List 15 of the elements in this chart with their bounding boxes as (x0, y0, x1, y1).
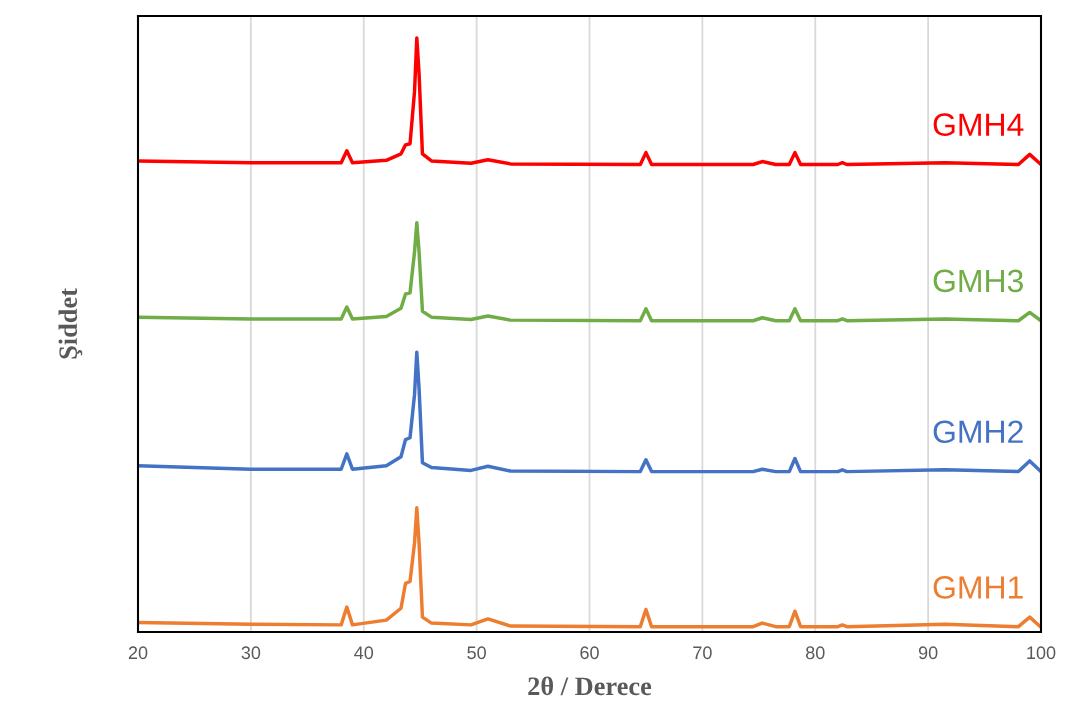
x-tick-label: 80 (805, 646, 825, 660)
series-label: GMH1 (933, 576, 1023, 599)
series-label: GMH2 (933, 420, 1023, 444)
x-axis-title: 2θ / Derece (528, 676, 652, 696)
x-tick-label: 90 (918, 646, 938, 660)
x-tick-label: 70 (693, 646, 712, 660)
series-label: GMH3 (933, 269, 1023, 293)
x-tick-label: 30 (241, 646, 261, 660)
y-axis-title: Şiddet (58, 288, 83, 359)
x-tick-label: 50 (467, 646, 486, 660)
x-tick-label: 20 (128, 646, 148, 660)
series-label: GMH4 (933, 113, 1024, 136)
x-tick-label: 40 (354, 646, 374, 660)
x-tick-label: 100 (1027, 646, 1056, 660)
x-tick-label: 60 (580, 646, 599, 660)
